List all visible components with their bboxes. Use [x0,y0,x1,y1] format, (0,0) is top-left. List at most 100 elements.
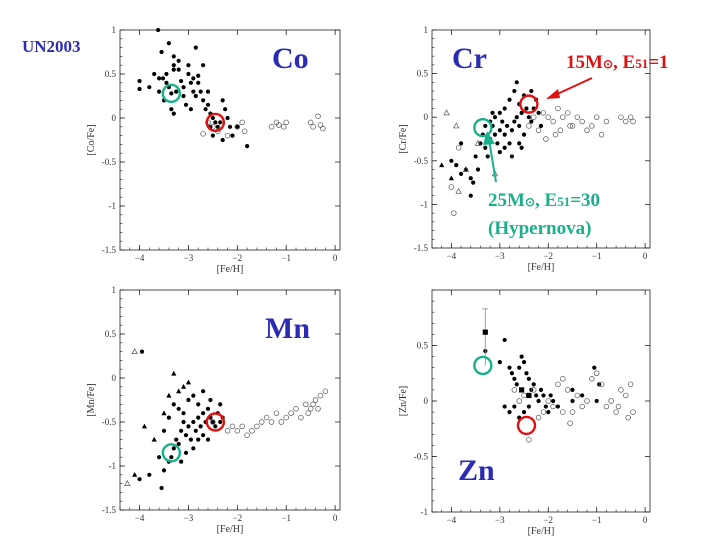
x-axis-label: [Fe/H] [528,526,555,537]
x-tick-label: −3 [184,253,194,263]
data-point-open [630,409,636,415]
data-point-open-triangle [124,480,131,486]
data-point-filled-triangle [171,370,177,376]
data-point-open [613,409,619,415]
data-point-filled [186,71,191,77]
data-point-open [598,131,605,138]
data-point-filled [181,93,186,99]
red-energy: , E [613,52,635,73]
data-point-open [540,409,547,415]
data-point-open [560,376,566,382]
x-tick-label: 0 [333,513,338,523]
y-axis-label: [Co/Fe] [86,124,97,155]
plot-frame [119,289,341,511]
annotation-green-arrowhead [483,131,495,145]
data-point-open [511,387,518,393]
x-tick-label: 0 [333,253,338,263]
data-point-filled [218,120,223,125]
x-tick-label: −2 [233,513,243,523]
panel-cr: Cr −4 −3 −2 −1 0 -1.5 -1 -0.5 0 0.5 1 [Fe/H] [Cr/Fe] [398,25,651,273]
data-point-open [283,414,289,421]
data-point-filled-triangle [132,472,138,477]
y-tick-label: -0.5 [102,157,117,167]
data-point-filled [191,76,196,81]
data-point-open [315,113,321,119]
data-point-open [315,406,321,412]
data-point-filled [164,71,169,77]
panel-zn: Zn −4 −3 −2 −1 0 -1 -0.5 0 0.5 [Fe/H] [Zn/Fe] [398,289,651,537]
x-tick-label: 0 [643,251,648,261]
data-point-filled [468,193,473,198]
data-point-open [210,419,216,425]
data-point-filled [137,78,142,84]
data-point-open [589,123,595,129]
data-point-filled [191,446,196,451]
data-point-filled [592,365,597,370]
data-point-open [543,136,549,142]
data-point-filled [181,419,186,425]
data-point-open [530,387,537,393]
x-tick-label: −1 [281,253,291,263]
data-point-open [625,414,631,421]
data-point-filled [504,123,510,129]
data-point-filled [220,137,225,143]
data-point-filled [543,404,548,409]
data-point-filled [213,120,218,125]
x-axis-label: [Fe/H] [217,264,244,275]
data-point-filled [179,459,184,464]
data-point-filled [507,141,512,146]
data-point-open-triangle [443,109,450,116]
annotation-red: 15M⊙, E51=1 [546,52,669,99]
data-point-filled [541,393,546,398]
y-tick-label: -0.5 [102,417,117,427]
data-point-open [555,105,561,112]
data-point-open [598,381,605,388]
data-point-filled [188,80,193,85]
data-point-open [455,144,462,151]
data-point-filled [492,115,498,120]
y-tick-label: -1.5 [102,245,117,255]
element-label-zn: Zn [458,454,495,487]
data-point-open [584,127,590,134]
data-point-filled [497,128,502,133]
data-point-filled [137,477,142,482]
y-tick-label: -1 [421,199,429,209]
data-point-filled [507,365,512,370]
data-point-open [312,397,319,403]
x-tick-label: −2 [543,251,553,261]
data-point-open [276,122,282,128]
data-point-open [307,406,314,412]
model-marker-green [161,443,182,463]
data-point-filled [203,107,208,112]
data-point-open [322,388,329,394]
data-point-filled [570,398,575,404]
data-point-filled [500,119,505,124]
data-point-filled [193,428,198,433]
x-tick-label: −3 [184,513,194,523]
data-point-filled [186,63,191,68]
data-point-open [569,123,576,129]
data-point-filled [159,49,164,55]
data-point-filled [213,424,218,429]
data-point-filled [454,163,459,168]
data-point-filled [458,171,464,176]
data-point-open [521,392,527,399]
data-point-filled [497,360,502,365]
y-tick-label: 0.5 [105,69,117,79]
data-point-open [310,401,316,408]
data-point-open [550,118,556,125]
data-point-filled [521,132,527,137]
points-cr [439,80,636,216]
data-point-filled [218,402,223,407]
model-marker-red [205,412,226,432]
data-point-filled [524,106,529,111]
data-point-filled [471,180,476,185]
data-point-filled [449,158,454,163]
data-point-filled [517,365,522,370]
x-tick-label: −2 [233,253,243,263]
data-point-filled [188,107,193,112]
data-point-open [234,428,241,434]
data-point-filled [205,437,211,442]
data-point-open [278,419,285,425]
data-point-filled [198,89,203,94]
